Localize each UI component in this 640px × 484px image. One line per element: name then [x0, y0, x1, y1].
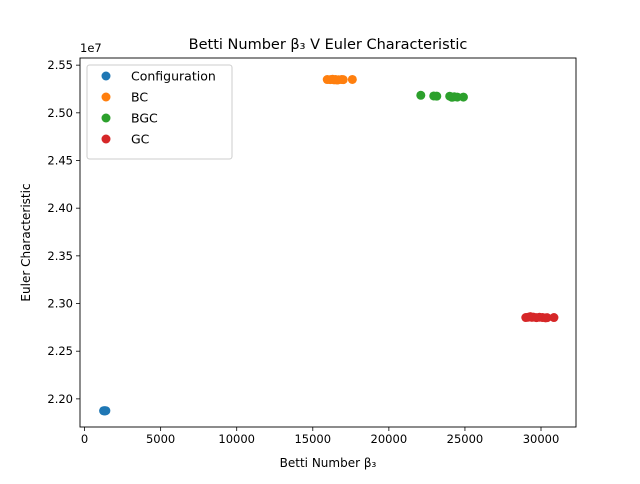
data-points — [99, 74, 559, 416]
legend: Configuration BC BGC GC — [86, 64, 233, 160]
legend-label-bgc: BGC — [131, 111, 158, 126]
legend-marker-gc — [101, 134, 111, 144]
x-tick-label: 0 — [81, 432, 88, 446]
legend-box — [86, 64, 233, 160]
point-bgc — [458, 92, 468, 102]
y-tick-label: 2.50 — [47, 106, 73, 120]
legend-marker-configuration — [101, 71, 111, 81]
legend-label-configuration: Configuration — [131, 69, 216, 84]
point-gc — [549, 313, 559, 323]
y-tick-label: 2.55 — [47, 58, 73, 72]
point-configuration — [101, 406, 111, 416]
x-axis-label: Betti Number β₃ — [280, 456, 377, 470]
x-tick-label: 10000 — [218, 432, 255, 446]
chart-title: Betti Number β₃ V Euler Characteristic — [189, 37, 468, 53]
legend-label-gc: GC — [131, 132, 150, 147]
point-bc — [347, 74, 357, 84]
y-tick-label: 2.25 — [47, 344, 73, 358]
x-tick-label: 25000 — [447, 432, 484, 446]
y-tick-label: 2.40 — [47, 201, 73, 215]
legend-marker-bgc — [101, 113, 111, 123]
y-axis-label: Euler Characteristic — [19, 183, 33, 301]
y-offset-label: 1e7 — [80, 41, 102, 55]
x-tick-label: 20000 — [371, 432, 408, 446]
point-bgc — [416, 90, 426, 100]
point-bgc — [432, 91, 442, 101]
y-tick-label: 2.30 — [47, 297, 73, 311]
y-tick-label: 2.45 — [47, 154, 73, 168]
x-tick-label: 15000 — [294, 432, 331, 446]
plot-frame — [79, 57, 577, 428]
y-tick-label: 2.35 — [47, 249, 73, 263]
x-tick-label: 30000 — [523, 432, 560, 446]
y-axis-ticks: 2.20 2.25 2.30 2.35 2.40 2.45 2.50 2.55 — [47, 58, 80, 406]
legend-label-bc: BC — [131, 90, 148, 105]
point-gc — [542, 313, 552, 323]
point-bc — [338, 75, 348, 85]
x-tick-label: 5000 — [146, 432, 175, 446]
x-axis-ticks: 0 5000 10000 15000 20000 25000 30000 — [81, 427, 559, 446]
y-tick-label: 2.20 — [47, 392, 73, 406]
legend-marker-bc — [101, 92, 111, 102]
